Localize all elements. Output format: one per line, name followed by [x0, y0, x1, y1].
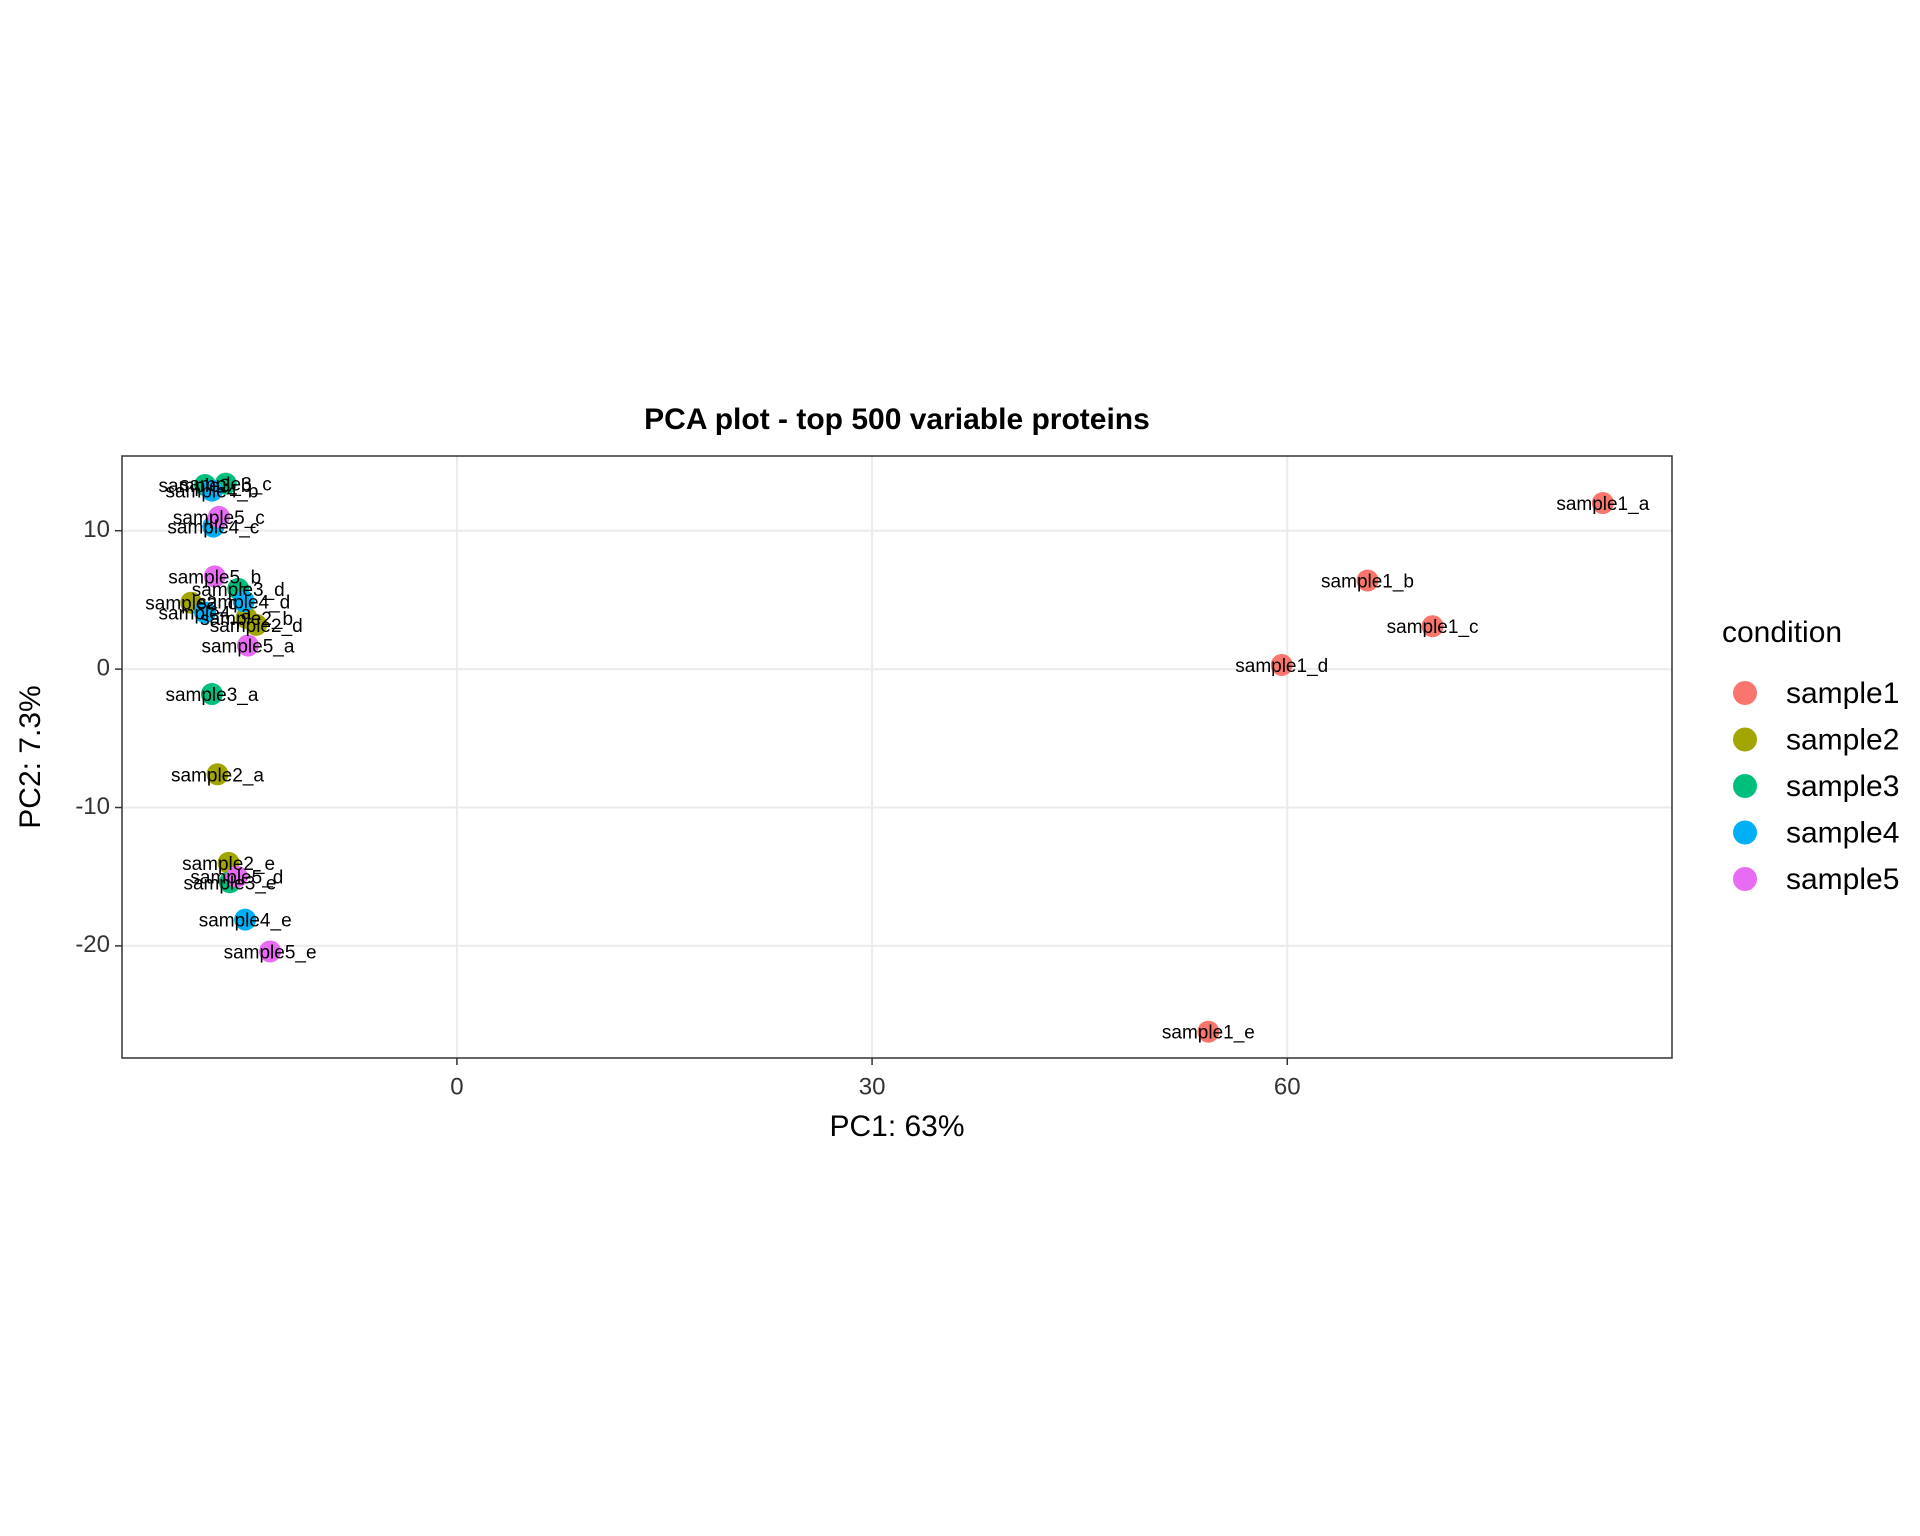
legend-swatch: [1733, 867, 1757, 891]
point-label: sample2_d: [210, 616, 303, 637]
y-axis-label: PC2: 7.3%: [14, 685, 47, 828]
point-label: sample4_a: [159, 603, 252, 624]
point: [1356, 569, 1379, 592]
legend-swatch: [1733, 774, 1757, 798]
legend-swatch: [1733, 727, 1757, 752]
y-tick-label: -20: [75, 931, 110, 958]
point-label: sample1_d: [1235, 656, 1328, 677]
point: [245, 613, 268, 636]
legend-label: sample4: [1786, 816, 1899, 849]
point-label: sample3_b: [159, 476, 252, 497]
point: [206, 763, 229, 786]
legend-title: condition: [1722, 616, 1842, 649]
y-tick-label: 0: [97, 654, 110, 681]
point-label: sample1_e: [1162, 1023, 1255, 1044]
y-tick-label: 10: [83, 516, 110, 543]
legend-swatch: [1733, 820, 1757, 845]
plot-border: [121, 455, 1673, 1059]
point: [203, 565, 226, 588]
point-label: sample4_d: [197, 592, 290, 613]
point-label: sample5_a: [201, 637, 294, 658]
point: [194, 601, 217, 624]
point: [1197, 1020, 1220, 1043]
plot-background: [122, 456, 1672, 1058]
x-tick-label: 60: [1274, 1073, 1301, 1100]
point-label: sample2_c: [145, 594, 237, 615]
point: [1270, 653, 1293, 676]
legend-label: sample5: [1786, 863, 1899, 896]
point-label: sample3_a: [165, 685, 258, 706]
legend-label: sample2: [1786, 723, 1899, 756]
point-label: sample5_b: [168, 567, 261, 588]
legend-label: sample1: [1786, 677, 1899, 710]
point-label: sample4_e: [199, 911, 292, 932]
point-label: sample1_b: [1321, 572, 1414, 593]
point-label: sample3_e: [183, 873, 276, 894]
point-label: sample3_d: [192, 580, 285, 601]
point-label: sample2_e: [182, 854, 275, 875]
point: [207, 505, 230, 528]
point: [1591, 492, 1614, 515]
point-label: sample5_c: [173, 508, 265, 529]
legend-swatch: [1733, 681, 1757, 705]
point-label: sample1_c: [1387, 617, 1479, 638]
point: [234, 908, 257, 931]
point-label: sample3_c: [180, 475, 272, 496]
x-axis-label: PC1: 63%: [829, 1110, 964, 1143]
point-label: sample1_a: [1556, 494, 1649, 515]
point-label: sample2_b: [200, 609, 293, 630]
point-label: sample4_c: [167, 518, 259, 539]
point: [225, 865, 248, 888]
x-tick-label: 30: [859, 1073, 886, 1100]
point: [236, 634, 259, 657]
point-label: sample4_b: [165, 482, 258, 503]
point: [1421, 615, 1444, 638]
y-tick-label: -10: [75, 793, 110, 820]
point-label: sample2_a: [171, 765, 264, 786]
x-tick-label: 0: [450, 1073, 463, 1100]
legend-label: sample3: [1786, 770, 1899, 803]
point: [200, 683, 223, 706]
point: [232, 590, 255, 613]
point-label: sample5_d: [190, 868, 283, 889]
point-label: sample5_e: [224, 942, 317, 963]
point: [259, 940, 282, 963]
chart-title: PCA plot - top 500 variable proteins: [644, 403, 1150, 436]
point: [200, 479, 223, 502]
